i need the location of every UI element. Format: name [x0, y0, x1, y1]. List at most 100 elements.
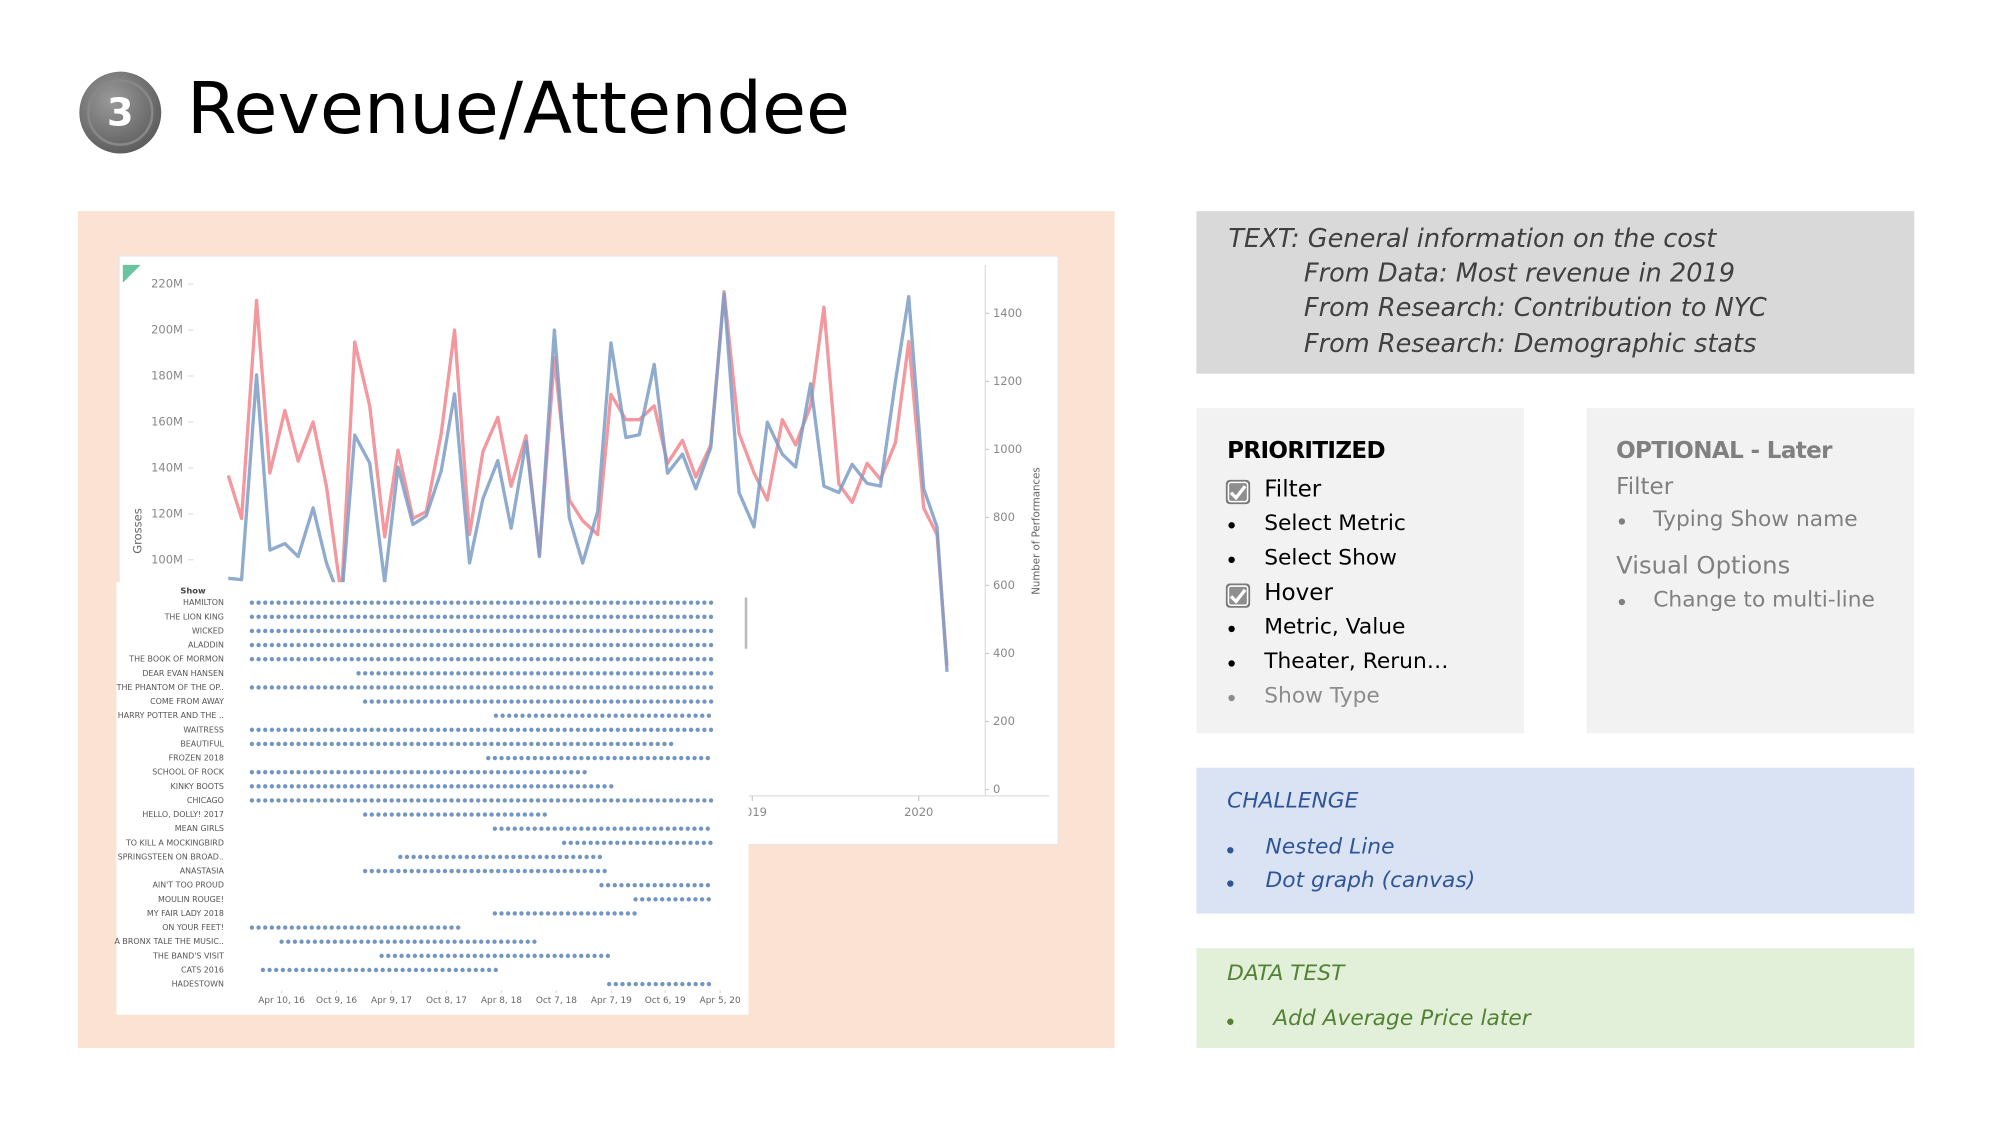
row-label: WAITRESS [183, 725, 224, 734]
text-box [1196, 211, 1915, 374]
y-tick-label: 140M [151, 460, 183, 474]
text-line: From Research: Contribution to NYC [1303, 291, 1767, 323]
item: Hover [1264, 579, 1333, 607]
row-label: TO KILL A MOCKINGBIRD [125, 838, 224, 847]
y-axis-title: Grosses [131, 508, 145, 553]
bullet [1227, 880, 1234, 887]
bullet [1228, 625, 1235, 633]
checkbox [1225, 479, 1251, 505]
y2-tick-label: 200 [993, 714, 1015, 728]
row-label: DEAR EVAN HANSEN [142, 669, 224, 678]
row-label: HARRY POTTER AND THE .. [118, 711, 224, 720]
y-tick-label: 180M [151, 369, 183, 383]
y-tick-label: 120M [151, 506, 183, 520]
y2-tick-label: 800 [993, 510, 1015, 524]
badge-number: 3 [107, 91, 134, 136]
x-tick-label: Apr 8, 18 [481, 996, 522, 1006]
dot-chart-panel [116, 582, 749, 1015]
x-tick-label: Oct 9, 16 [316, 996, 357, 1006]
y2-tick-label: 600 [993, 578, 1015, 592]
bullet [1227, 847, 1234, 854]
row-label: ANASTASIA [180, 867, 225, 876]
slide-title: Revenue/Attendee [186, 67, 851, 151]
bullet [1618, 598, 1626, 606]
bullet [1618, 518, 1626, 525]
row-label: SCHOOL OF ROCK [152, 768, 225, 777]
item: Show Type [1264, 683, 1380, 709]
prioritized-heading: PRIORITIZED [1227, 437, 1386, 465]
x-tick-label: Oct 7, 18 [536, 996, 577, 1006]
row-label: KINKY BOOTS [171, 782, 224, 791]
x-tick-label: Apr 7, 19 [591, 996, 632, 1006]
x-tick-label: Apr 5, 20 [700, 996, 741, 1006]
bullet [1228, 556, 1235, 564]
item: Filter [1264, 476, 1322, 503]
item: Metric, Value [1264, 614, 1406, 640]
optional-box [1586, 408, 1915, 734]
data-test-heading: DATA TEST [1227, 960, 1345, 987]
bullet [1228, 660, 1235, 667]
badge-ring [87, 79, 154, 146]
item: Select Metric [1264, 510, 1406, 537]
row-label: HAMILTON [183, 598, 224, 607]
optional-visual: Visual Options [1616, 551, 1791, 580]
y2-tick-label: 1400 [993, 306, 1022, 320]
item: Nested Line [1265, 834, 1395, 860]
row-label: THE BOOK OF MORMON [128, 655, 224, 664]
y2-tick-label: 1200 [993, 374, 1022, 388]
item: Theater, Rerun… [1264, 648, 1449, 675]
text-line: From Data: Most revenue in 2019 [1303, 257, 1736, 288]
x-tick-label: Oct 8, 17 [426, 996, 467, 1006]
series-line [226, 290, 949, 666]
row-label: AIN'T TOO PROUD [152, 881, 223, 890]
row-label: FROZEN 2018 [169, 754, 224, 763]
row-label: MY FAIR LADY 2018 [147, 909, 224, 918]
row-label: HELLO, DOLLY! 2017 [142, 810, 224, 819]
data-test-box [1196, 948, 1915, 1048]
item: Typing Show name [1653, 506, 1858, 533]
item: Dot graph (canvas) [1265, 867, 1476, 894]
x-tick-label: Oct 6, 19 [645, 996, 686, 1006]
row-label: MOULIN ROUGE! [158, 895, 224, 904]
optional-filter: Filter [1616, 473, 1674, 501]
row-label: WICKED [192, 626, 224, 635]
category-header: Show [180, 586, 206, 596]
text-line: TEXT: General information on the cost [1228, 222, 1717, 254]
y-tick-label: 200M [151, 323, 183, 337]
row-label: ON YOUR FEET! [162, 923, 224, 932]
row-label: BEAUTIFUL [180, 739, 224, 748]
line-chart: 100M 120M 140M 160M 180M 200M 220M 0 200 400 600 80… [131, 277, 1043, 819]
y-tick-label: 100M [151, 552, 183, 566]
y2-tick-label: 1000 [993, 442, 1022, 456]
y2-tick-label: 0 [993, 782, 1000, 796]
bullet [1227, 1018, 1234, 1025]
checkbox [1225, 583, 1251, 608]
row-label: SPRINGSTEEN ON BROAD.. [118, 852, 224, 861]
row-label: MEAN GIRLS [175, 824, 224, 833]
y2-axis-title: Number of Performances [1031, 467, 1042, 594]
step-badge: 3 [79, 71, 162, 154]
row-label: THE LION KING [164, 612, 224, 621]
x-tick-label: 2020 [904, 805, 933, 819]
prioritized-box [1196, 408, 1524, 734]
dot-chart: Show HAMILTON THE LION KING WICKED ALADDIN TH… [114, 586, 741, 1006]
y2-tick-label: 400 [993, 646, 1015, 660]
optional-heading: OPTIONAL - Later [1616, 437, 1832, 465]
row-label: CATS 2016 [181, 965, 224, 974]
row-label: CHICAGO [187, 796, 224, 805]
row-label: THE BAND'S VISIT [152, 951, 224, 960]
row-label: COME FROM AWAY [150, 697, 224, 706]
item: Select Show [1264, 545, 1397, 571]
bullet [1228, 694, 1235, 702]
y-tick-label: 160M [151, 414, 183, 428]
bullet [1228, 522, 1235, 529]
y-tick-label: 220M [151, 277, 183, 291]
item: Add Average Price later [1273, 1005, 1531, 1032]
item: Change to multi-line [1653, 587, 1875, 613]
x-tick-label: Apr 9, 17 [371, 996, 412, 1006]
row-label: THE PHANTOM OF THE OP.. [116, 683, 224, 692]
series-line [228, 292, 949, 672]
